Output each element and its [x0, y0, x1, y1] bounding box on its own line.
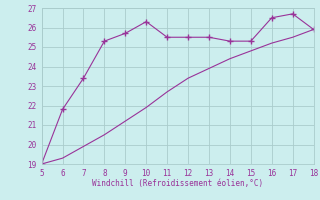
X-axis label: Windchill (Refroidissement éolien,°C): Windchill (Refroidissement éolien,°C)	[92, 179, 263, 188]
